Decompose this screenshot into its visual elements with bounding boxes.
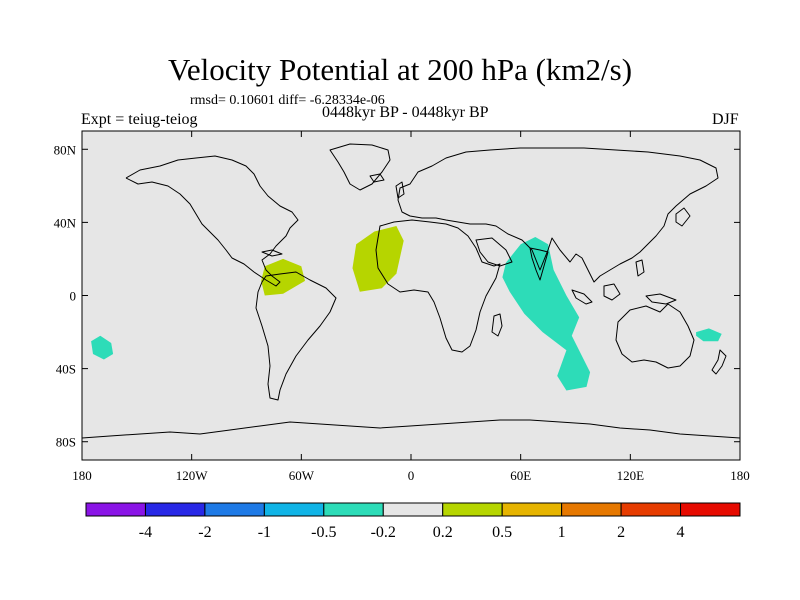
- coastline-eurasia: [397, 147, 719, 283]
- stats-label: rmsd= 0.10601 diff= -6.28334e-06: [190, 93, 385, 108]
- colorbar-swatch: [501, 502, 563, 517]
- coastline-philippines: [635, 259, 645, 277]
- colorbar-label: 4: [677, 524, 685, 541]
- colorbar-swatch: [144, 502, 206, 517]
- anomaly-layer: [91, 226, 722, 391]
- coastline-africa: [375, 219, 501, 353]
- x-tick-label: 60E: [510, 468, 531, 483]
- colorbar-swatch: [442, 502, 503, 517]
- colorbar-label: 0.5: [492, 524, 512, 541]
- x-tick-label: 0: [408, 468, 415, 483]
- map-background: [82, 131, 740, 460]
- colorbar-swatch: [204, 502, 265, 517]
- colorbar-swatch: [620, 502, 682, 517]
- colorbar-swatch: [382, 502, 444, 517]
- colorbar-swatch: [680, 502, 741, 517]
- coastline-antarctica: [81, 419, 741, 439]
- coastline-north-america: [125, 155, 299, 287]
- coastline-layer: [81, 143, 741, 439]
- anomaly-indian-ocean-negative: [502, 237, 591, 391]
- coastline-sumatra: [571, 289, 593, 305]
- coastline-new-zealand: [711, 349, 727, 375]
- y-tick-label: 40S: [56, 362, 76, 377]
- map-title: Velocity Potential at 200 hPa (km2/s): [167, 52, 633, 87]
- coastline-australia: [615, 303, 695, 369]
- colorbar-label: 1: [558, 524, 566, 541]
- coastline-madagascar: [491, 313, 503, 337]
- coastline-south-america: [255, 271, 337, 401]
- x-tick-label: 120E: [617, 468, 645, 483]
- experiment-label: Expt = teiug-teiog: [81, 111, 198, 128]
- coastline-cuba: [261, 249, 283, 257]
- x-tick-label: 180: [730, 468, 750, 483]
- colorbar-swatch: [85, 502, 146, 517]
- x-tick-label: 120W: [176, 468, 209, 483]
- x-tick-label: 180: [72, 468, 92, 483]
- colorbar-label: -0.2: [371, 524, 396, 541]
- colorbar-label: -2: [198, 524, 211, 541]
- anomaly-west-africa-positive: [352, 226, 404, 292]
- coastline-new-guinea: [645, 293, 677, 305]
- colorbar-swatch: [263, 502, 325, 517]
- coastline-borneo: [603, 283, 621, 301]
- colorbar-label: 2: [617, 524, 625, 541]
- coastline-british-isles: [395, 181, 405, 199]
- coastline-japan: [675, 207, 691, 227]
- anomaly-south-america-positive: [261, 258, 305, 296]
- anomaly-tasman-negative: [696, 328, 722, 342]
- colorbar-label: -1: [258, 524, 271, 541]
- coastline-greenland: [329, 143, 391, 191]
- y-tick-label: 80S: [56, 435, 76, 450]
- anomaly-south-pacific-negative: [91, 335, 114, 360]
- colorbar-label: -4: [139, 524, 152, 541]
- coastline-arabia: [475, 237, 513, 267]
- y-tick-label: 40N: [54, 215, 77, 230]
- colorbar-label: -0.5: [311, 524, 336, 541]
- period-label: 0448kyr BP - 0448kyr BP: [322, 104, 489, 121]
- x-tick-label: 60W: [289, 468, 315, 483]
- y-tick-label: 80N: [54, 142, 77, 157]
- colorbar: -4 -2 -1 -0.5 -0.2 0.2 0.5 1 2 4: [85, 502, 741, 541]
- colorbar-swatch: [323, 502, 384, 517]
- colorbar-swatch: [561, 502, 622, 517]
- colorbar-label: 0.2: [433, 524, 453, 541]
- axis-layer: 180 120W 60W 0 60E 120E 180 80N 40N 0 40S 80S: [54, 131, 750, 483]
- season-label: DJF: [712, 111, 739, 128]
- coastline-india: [529, 247, 549, 281]
- y-tick-label: 0: [70, 289, 77, 304]
- coastline-iceland: [369, 173, 385, 183]
